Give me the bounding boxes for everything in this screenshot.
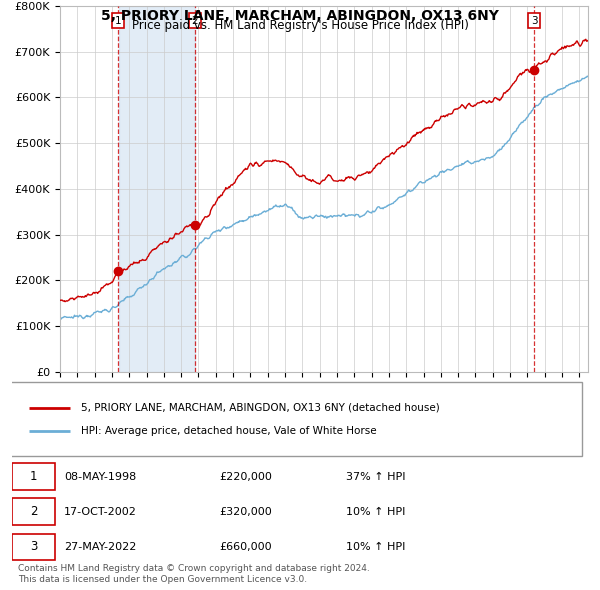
Text: 1: 1 [30, 470, 37, 483]
Text: 5, PRIORY LANE, MARCHAM, ABINGDON, OX13 6NY: 5, PRIORY LANE, MARCHAM, ABINGDON, OX13 … [101, 9, 499, 23]
FancyBboxPatch shape [6, 382, 582, 456]
Text: £320,000: £320,000 [220, 507, 272, 517]
Text: 1: 1 [115, 15, 121, 25]
Text: 2: 2 [30, 505, 37, 519]
FancyBboxPatch shape [12, 499, 55, 525]
FancyBboxPatch shape [12, 463, 55, 490]
Text: 10% ↑ HPI: 10% ↑ HPI [346, 542, 406, 552]
Text: Contains HM Land Registry data © Crown copyright and database right 2024.: Contains HM Land Registry data © Crown c… [18, 564, 370, 573]
Text: 5, PRIORY LANE, MARCHAM, ABINGDON, OX13 6NY (detached house): 5, PRIORY LANE, MARCHAM, ABINGDON, OX13 … [81, 402, 440, 412]
Text: 3: 3 [30, 540, 37, 553]
Text: 08-MAY-1998: 08-MAY-1998 [64, 472, 136, 481]
Text: 10% ↑ HPI: 10% ↑ HPI [346, 507, 406, 517]
Text: £660,000: £660,000 [220, 542, 272, 552]
FancyBboxPatch shape [12, 533, 55, 560]
Text: This data is licensed under the Open Government Licence v3.0.: This data is licensed under the Open Gov… [18, 575, 307, 585]
Text: Price paid vs. HM Land Registry's House Price Index (HPI): Price paid vs. HM Land Registry's House … [131, 19, 469, 32]
Text: 3: 3 [531, 15, 538, 25]
Text: 27-MAY-2022: 27-MAY-2022 [64, 542, 136, 552]
Text: HPI: Average price, detached house, Vale of White Horse: HPI: Average price, detached house, Vale… [81, 427, 377, 436]
Text: 2: 2 [191, 15, 198, 25]
Text: 17-OCT-2002: 17-OCT-2002 [64, 507, 137, 517]
Text: 37% ↑ HPI: 37% ↑ HPI [346, 472, 406, 481]
Text: £220,000: £220,000 [220, 472, 272, 481]
